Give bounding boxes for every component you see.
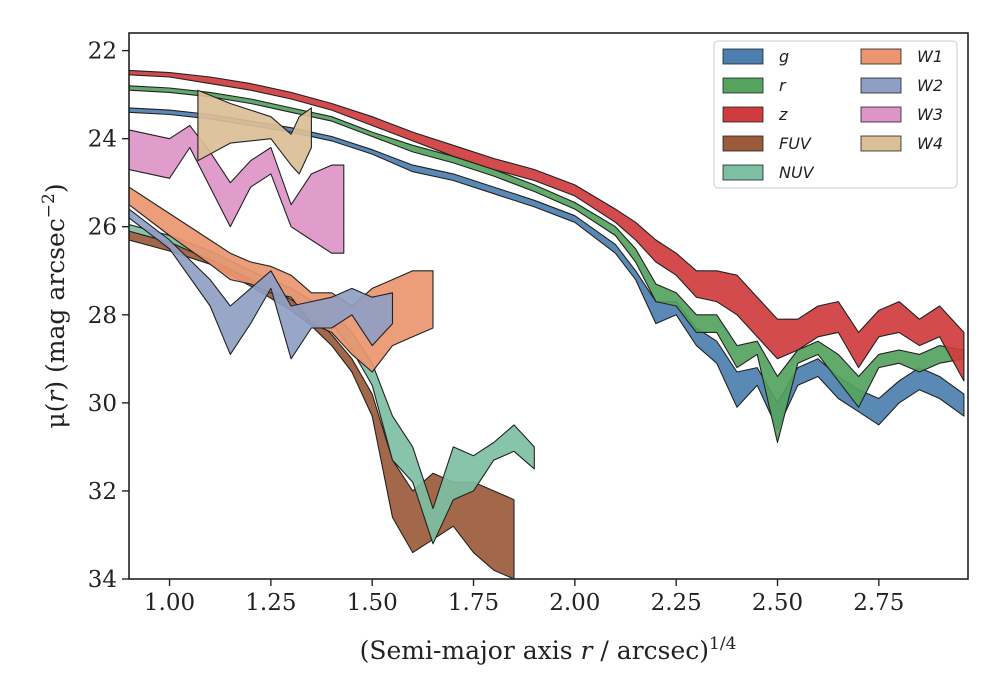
y-tick-label: 32 (88, 479, 117, 505)
legend-label-W1: W1 (917, 47, 943, 66)
y-axis: 22 24 26 28 30 32 34 (88, 39, 129, 593)
x-axis-title: (Semi-major axis r / arcsec)1/4 (360, 634, 737, 665)
legend-label-z: z (778, 105, 788, 124)
band-z (129, 69, 965, 382)
legend-swatch-z (722, 106, 764, 123)
legend-swatch-FUV (722, 135, 764, 152)
x-tick-label: 1.50 (347, 590, 398, 616)
band-W1 (129, 186, 434, 373)
legend-swatch-W1 (860, 48, 902, 65)
legend-label-NUV: NUV (779, 163, 815, 182)
y-axis-title: μ(r) (mag arcsec−2) (39, 183, 70, 428)
band-FUV (129, 230, 515, 579)
x-tick-label: 2.00 (549, 590, 600, 616)
y-tick-label: 26 (88, 215, 117, 241)
x-tick-label: 1.25 (245, 590, 296, 616)
legend-label-g: g (779, 47, 789, 66)
y-tick-label: 34 (88, 567, 117, 593)
x-tick-label: 2.75 (853, 590, 904, 616)
plot-frame (128, 32, 969, 580)
legend-swatch-W4 (860, 135, 902, 152)
x-tick-label: 2.25 (651, 590, 702, 616)
band-g (129, 107, 965, 430)
band-W3 (129, 124, 345, 254)
legend-label-r: r (779, 76, 787, 95)
y-tick-label: 28 (88, 303, 117, 329)
x-tick-label: 2.50 (752, 590, 803, 616)
y-tick-label: 30 (88, 391, 117, 417)
x-tick-label: 1.75 (448, 590, 499, 616)
legend-swatch-NUV (722, 164, 764, 181)
legend-swatch-W2 (860, 77, 902, 94)
band-W2 (129, 208, 394, 360)
y-tick-label: 24 (88, 127, 117, 153)
legend-label-W4: W4 (917, 134, 943, 153)
y-tick-label: 22 (88, 39, 117, 65)
legend-swatch-g (722, 48, 764, 65)
legend-label-W3: W3 (917, 105, 943, 124)
legend: grz FUV NUV W1 W2 W3 W4 (713, 40, 958, 189)
profile-bands (129, 69, 965, 579)
band-W4 (197, 89, 312, 175)
legend-swatch-r (722, 77, 764, 94)
legend-label-W2: W2 (917, 76, 943, 95)
legend-swatch-W3 (860, 106, 902, 123)
x-tick-label: 1.00 (144, 590, 195, 616)
legend-label-FUV: FUV (779, 134, 812, 153)
x-axis: 1.00 1.25 1.50 1.75 2.00 2.25 2.50 2.75 (144, 579, 904, 616)
